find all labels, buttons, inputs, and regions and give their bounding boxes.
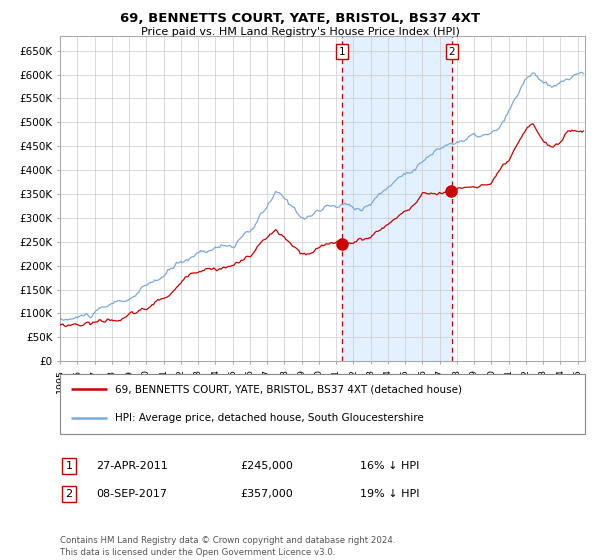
Text: 2: 2 bbox=[65, 489, 73, 499]
Text: £245,000: £245,000 bbox=[240, 461, 293, 471]
Text: £357,000: £357,000 bbox=[240, 489, 293, 499]
Text: Contains HM Land Registry data © Crown copyright and database right 2024.
This d: Contains HM Land Registry data © Crown c… bbox=[60, 536, 395, 557]
Text: 1: 1 bbox=[65, 461, 73, 471]
Text: 08-SEP-2017: 08-SEP-2017 bbox=[96, 489, 167, 499]
Text: 69, BENNETTS COURT, YATE, BRISTOL, BS37 4XT (detached house): 69, BENNETTS COURT, YATE, BRISTOL, BS37 … bbox=[115, 384, 462, 394]
Text: 27-APR-2011: 27-APR-2011 bbox=[96, 461, 168, 471]
Text: Price paid vs. HM Land Registry's House Price Index (HPI): Price paid vs. HM Land Registry's House … bbox=[140, 27, 460, 37]
Text: 16% ↓ HPI: 16% ↓ HPI bbox=[360, 461, 419, 471]
Text: HPI: Average price, detached house, South Gloucestershire: HPI: Average price, detached house, Sout… bbox=[115, 413, 424, 423]
Text: 1: 1 bbox=[338, 46, 345, 57]
Text: 19% ↓ HPI: 19% ↓ HPI bbox=[360, 489, 419, 499]
Text: 2: 2 bbox=[448, 46, 455, 57]
Text: 69, BENNETTS COURT, YATE, BRISTOL, BS37 4XT: 69, BENNETTS COURT, YATE, BRISTOL, BS37 … bbox=[120, 12, 480, 25]
